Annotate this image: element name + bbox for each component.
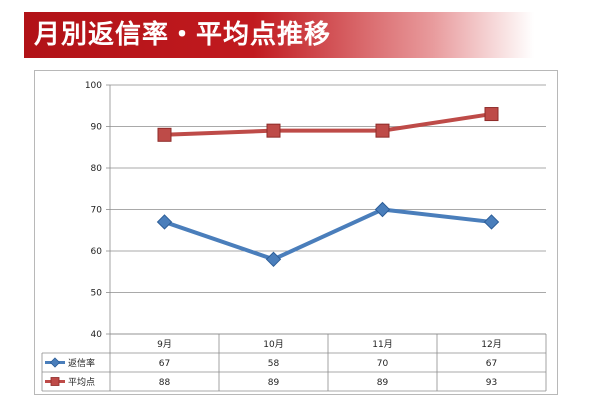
data-table-value: 70 <box>377 359 389 369</box>
x-tick-label: 10月 <box>263 339 283 350</box>
data-point <box>156 214 173 230</box>
data-table-value: 89 <box>268 378 280 388</box>
title-banner <box>24 12 534 58</box>
data-table-value: 89 <box>377 378 389 388</box>
axis-layer: 40 50 60 70 80 90 100 <box>85 81 111 340</box>
chart-frame <box>34 70 558 395</box>
legend-label: 返信率 <box>68 357 95 369</box>
data-point <box>265 251 282 268</box>
data-point <box>375 123 390 138</box>
y-tick-label: 60 <box>91 247 103 257</box>
series-layer <box>156 107 500 268</box>
series-line <box>162 207 494 262</box>
legend-label: 平均点 <box>68 376 95 388</box>
y-tick-label: 40 <box>91 330 103 340</box>
data-point <box>374 201 391 218</box>
y-tick-label: 100 <box>85 81 102 91</box>
legend-key-marker <box>49 357 61 368</box>
data-table-value: 67 <box>486 359 497 369</box>
data-point <box>484 107 499 122</box>
grid-layer <box>110 84 546 335</box>
data-point <box>157 127 172 142</box>
data-point <box>266 123 281 138</box>
y-tick-label: 90 <box>91 123 103 133</box>
y-tick-label: 70 <box>91 206 103 216</box>
data-table-value: 88 <box>159 378 171 388</box>
data-point <box>483 214 500 230</box>
series-line <box>162 112 494 137</box>
data-table-value: 93 <box>486 378 497 388</box>
legend-key-marker <box>50 377 60 386</box>
x-tick-label: 11月 <box>372 339 392 350</box>
y-tick-label: 80 <box>91 164 103 174</box>
data-table-value: 67 <box>159 359 170 369</box>
data-table-value: 58 <box>268 359 280 369</box>
x-tick-label: 9月 <box>157 339 172 350</box>
y-tick-label: 50 <box>91 289 103 299</box>
x-tick-label: 12月 <box>481 339 501 350</box>
page-title: 月別返信率・平均点推移 <box>34 20 332 50</box>
